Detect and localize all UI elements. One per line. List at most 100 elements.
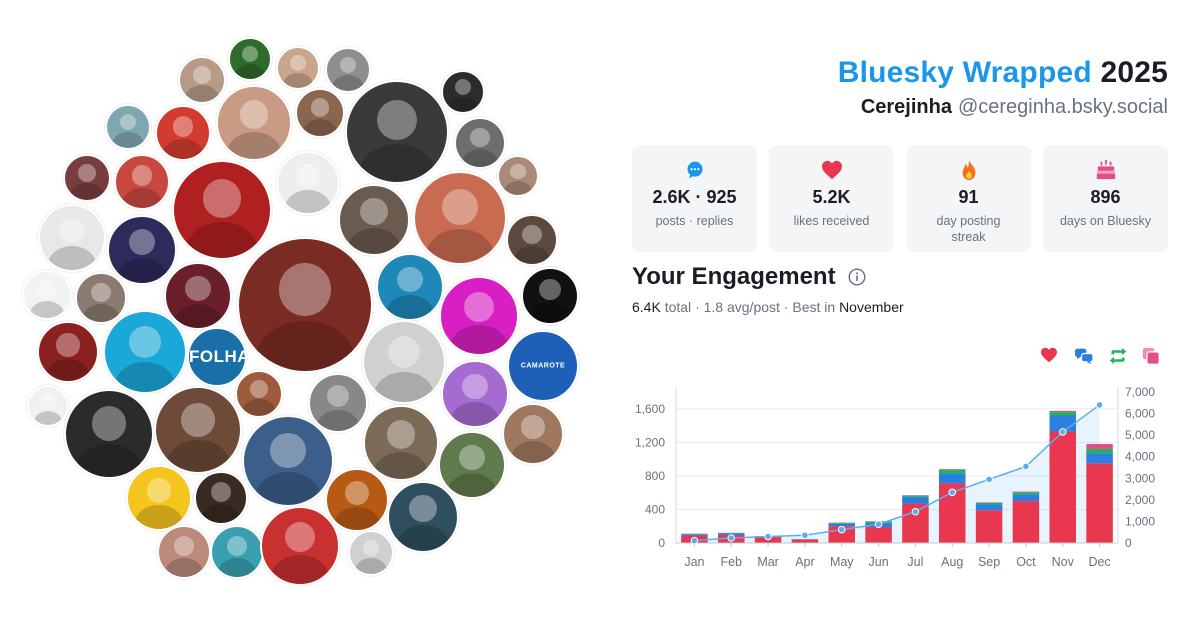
avatar-head bbox=[193, 65, 211, 84]
bar-segment-reposts bbox=[828, 522, 856, 524]
avatar-head bbox=[455, 79, 471, 96]
avatar-head bbox=[360, 198, 388, 226]
avatar-head bbox=[290, 55, 306, 72]
cumulative-point bbox=[727, 534, 736, 542]
total-suffix: total bbox=[664, 299, 692, 315]
avatar-head bbox=[37, 280, 57, 299]
avatar-torso bbox=[234, 63, 266, 79]
avatar bbox=[210, 525, 264, 579]
avatar-head bbox=[270, 432, 306, 469]
avatar bbox=[114, 154, 170, 210]
stat-label: day posting streak bbox=[936, 214, 1001, 244]
avatar-torso bbox=[355, 558, 387, 574]
bar-segment-replies bbox=[681, 534, 708, 536]
avatar bbox=[107, 215, 177, 285]
stat-card-posts: 2.6K · 925 posts · replies bbox=[632, 145, 757, 252]
avatar bbox=[237, 237, 373, 373]
avatar bbox=[105, 104, 151, 150]
avatar-torso bbox=[135, 505, 183, 529]
avatar-head bbox=[146, 478, 172, 503]
avatar bbox=[172, 160, 272, 260]
avatar-torso bbox=[332, 75, 364, 91]
avatar-torso bbox=[513, 245, 551, 264]
bar-segment-replies bbox=[975, 504, 1003, 511]
speech-bubble-icon bbox=[684, 159, 706, 181]
quote-icon[interactable] bbox=[1142, 347, 1162, 367]
x-tick-label: Oct bbox=[1016, 555, 1036, 569]
x-tick-label: May bbox=[830, 555, 854, 569]
y-tick-label-right: 4,000 bbox=[1125, 450, 1155, 464]
avatar bbox=[362, 320, 446, 404]
cumulative-point bbox=[1095, 401, 1104, 409]
stat-card-likes: 5.2K likes received bbox=[769, 145, 894, 252]
cumulative-point bbox=[801, 531, 809, 540]
avatar-torso bbox=[450, 325, 508, 354]
bar-segment-replies bbox=[1012, 494, 1040, 502]
avatar bbox=[376, 253, 444, 321]
avatar bbox=[178, 56, 226, 104]
bar-segment-likes bbox=[1012, 501, 1040, 543]
avatar-torso bbox=[302, 118, 338, 136]
bar-segment-likes bbox=[791, 539, 819, 543]
avatar bbox=[154, 386, 242, 474]
avatar-logo-text: CAMAROTE bbox=[520, 362, 566, 370]
avatar bbox=[37, 321, 99, 383]
avatar-head bbox=[539, 278, 561, 301]
avatar-head bbox=[386, 419, 416, 449]
y-tick-label-right: 0 bbox=[1125, 536, 1132, 550]
avatar-torso bbox=[385, 294, 435, 319]
bar-segment-likes bbox=[865, 527, 892, 543]
avatar-torso bbox=[373, 371, 435, 402]
avatar-torso bbox=[359, 144, 435, 182]
cumulative-point bbox=[764, 532, 772, 541]
avatar-head bbox=[510, 163, 526, 180]
avatar bbox=[295, 88, 345, 138]
x-tick-label: Sep bbox=[978, 555, 1000, 569]
avatar-torso bbox=[447, 96, 479, 112]
avatar bbox=[194, 471, 248, 525]
repost-icon[interactable] bbox=[1108, 347, 1128, 367]
x-tick-label: Nov bbox=[1052, 555, 1075, 569]
heart-icon bbox=[821, 159, 843, 181]
info-icon[interactable] bbox=[848, 268, 866, 286]
brand-title: Bluesky Wrapped bbox=[837, 56, 1092, 89]
y-tick-label-right: 2,000 bbox=[1125, 493, 1155, 507]
heart-icon[interactable] bbox=[1040, 347, 1060, 367]
avatar-head bbox=[250, 379, 268, 398]
avatar-head bbox=[211, 482, 231, 502]
avatar bbox=[164, 262, 232, 330]
avatar-torso bbox=[163, 139, 203, 159]
avatar-torso bbox=[285, 190, 331, 213]
stat-value: 5.2K bbox=[812, 187, 851, 207]
avatar-torso bbox=[242, 399, 276, 416]
avatar bbox=[441, 70, 485, 114]
bar-segment-quotes bbox=[938, 469, 966, 471]
avatar bbox=[276, 151, 340, 215]
avatar-head bbox=[362, 539, 380, 557]
best-prefix: Best in bbox=[792, 299, 836, 315]
avatar: CAMAROTE bbox=[507, 330, 579, 402]
avatar-head bbox=[442, 189, 478, 226]
avatar-head bbox=[227, 536, 247, 556]
avatar-head bbox=[522, 224, 542, 244]
avatar-torso bbox=[112, 132, 144, 148]
engagement-summary: 6.4K total · 1.8 avg/post · Best in Nove… bbox=[632, 299, 904, 315]
y-tick-label-left: 400 bbox=[645, 502, 665, 516]
cumulative-point bbox=[690, 536, 699, 545]
bar-segment-reposts bbox=[1012, 492, 1040, 495]
title-year: 2025 bbox=[1100, 56, 1168, 89]
avatar-torso bbox=[114, 361, 176, 392]
reply-bubbles-icon[interactable] bbox=[1074, 347, 1094, 367]
bar-segment-replies bbox=[717, 533, 745, 536]
avatar bbox=[438, 431, 506, 499]
avatar-head bbox=[459, 444, 485, 471]
avatar-torso bbox=[282, 72, 314, 88]
avatar-head bbox=[388, 336, 420, 369]
bar-segment-replies bbox=[902, 496, 929, 504]
x-tick-label: Jun bbox=[869, 555, 889, 569]
avatar-head bbox=[296, 163, 320, 188]
avatar-torso bbox=[397, 525, 449, 551]
avatar-torso bbox=[202, 504, 240, 523]
avatar-head bbox=[339, 56, 357, 74]
bar-segment-likes bbox=[1049, 431, 1077, 543]
